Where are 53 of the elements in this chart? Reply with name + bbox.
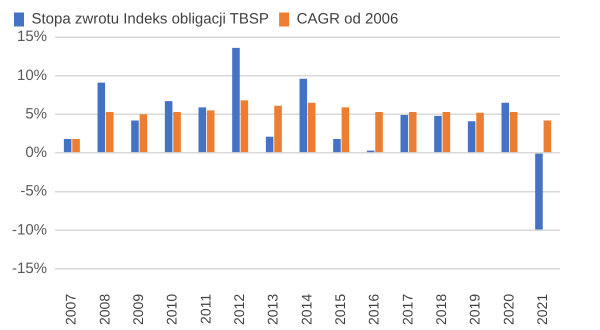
bar xyxy=(476,112,484,152)
bar xyxy=(164,101,172,152)
x-tick-label: 2010 xyxy=(164,294,180,326)
x-tick-label: 2013 xyxy=(264,294,281,326)
legend-label: Stopa zwrotu Indeks obligacji TBSP xyxy=(32,10,269,28)
bar xyxy=(64,139,72,152)
y-tick-label: 10% xyxy=(16,66,48,84)
bar xyxy=(510,112,518,152)
bar xyxy=(72,139,80,152)
x-tick-label: 2011 xyxy=(197,294,214,324)
bar xyxy=(400,115,408,152)
bar xyxy=(333,139,341,152)
y-tick-label: 0% xyxy=(25,144,48,162)
bar xyxy=(442,112,450,152)
bar xyxy=(408,112,416,152)
x-tick-label: 2019 xyxy=(466,294,483,326)
x-tick-label: 2020 xyxy=(500,294,516,326)
bar xyxy=(232,48,240,152)
bar xyxy=(502,102,510,152)
x-tick-label: 2016 xyxy=(366,294,382,326)
bar xyxy=(544,120,552,152)
bar xyxy=(198,107,206,152)
bar xyxy=(106,112,114,152)
bar xyxy=(131,120,139,152)
bar xyxy=(375,112,383,152)
y-tick-label: 5% xyxy=(25,105,48,122)
y-tick-label: -15% xyxy=(12,260,48,277)
x-tick-label: 2009 xyxy=(130,294,146,326)
bar xyxy=(173,112,181,152)
bar xyxy=(434,116,442,152)
x-tick-label: 2007 xyxy=(62,294,79,326)
y-tick-label: 15% xyxy=(16,28,48,46)
bar xyxy=(274,106,282,152)
legend-label: CAGR od 2006 xyxy=(296,10,398,28)
bar xyxy=(240,100,248,152)
x-tick-label: 2012 xyxy=(231,294,248,326)
y-tick-label: -10% xyxy=(12,221,48,238)
bar xyxy=(535,154,543,230)
bar xyxy=(98,82,106,152)
bar xyxy=(266,136,274,152)
bar xyxy=(342,107,350,152)
bar xyxy=(468,121,476,152)
bar xyxy=(308,102,316,152)
bar xyxy=(140,114,148,152)
y-tick-label: -5% xyxy=(20,182,48,200)
x-tick-label: 2021 xyxy=(534,294,550,326)
bar xyxy=(300,78,308,152)
x-tick-label: 2015 xyxy=(332,294,348,326)
x-tick-label: 2017 xyxy=(399,294,416,326)
x-tick-label: 2018 xyxy=(433,294,450,326)
x-tick-label: 2014 xyxy=(298,294,314,326)
bar xyxy=(206,110,215,152)
x-tick-label: 2008 xyxy=(96,294,112,326)
